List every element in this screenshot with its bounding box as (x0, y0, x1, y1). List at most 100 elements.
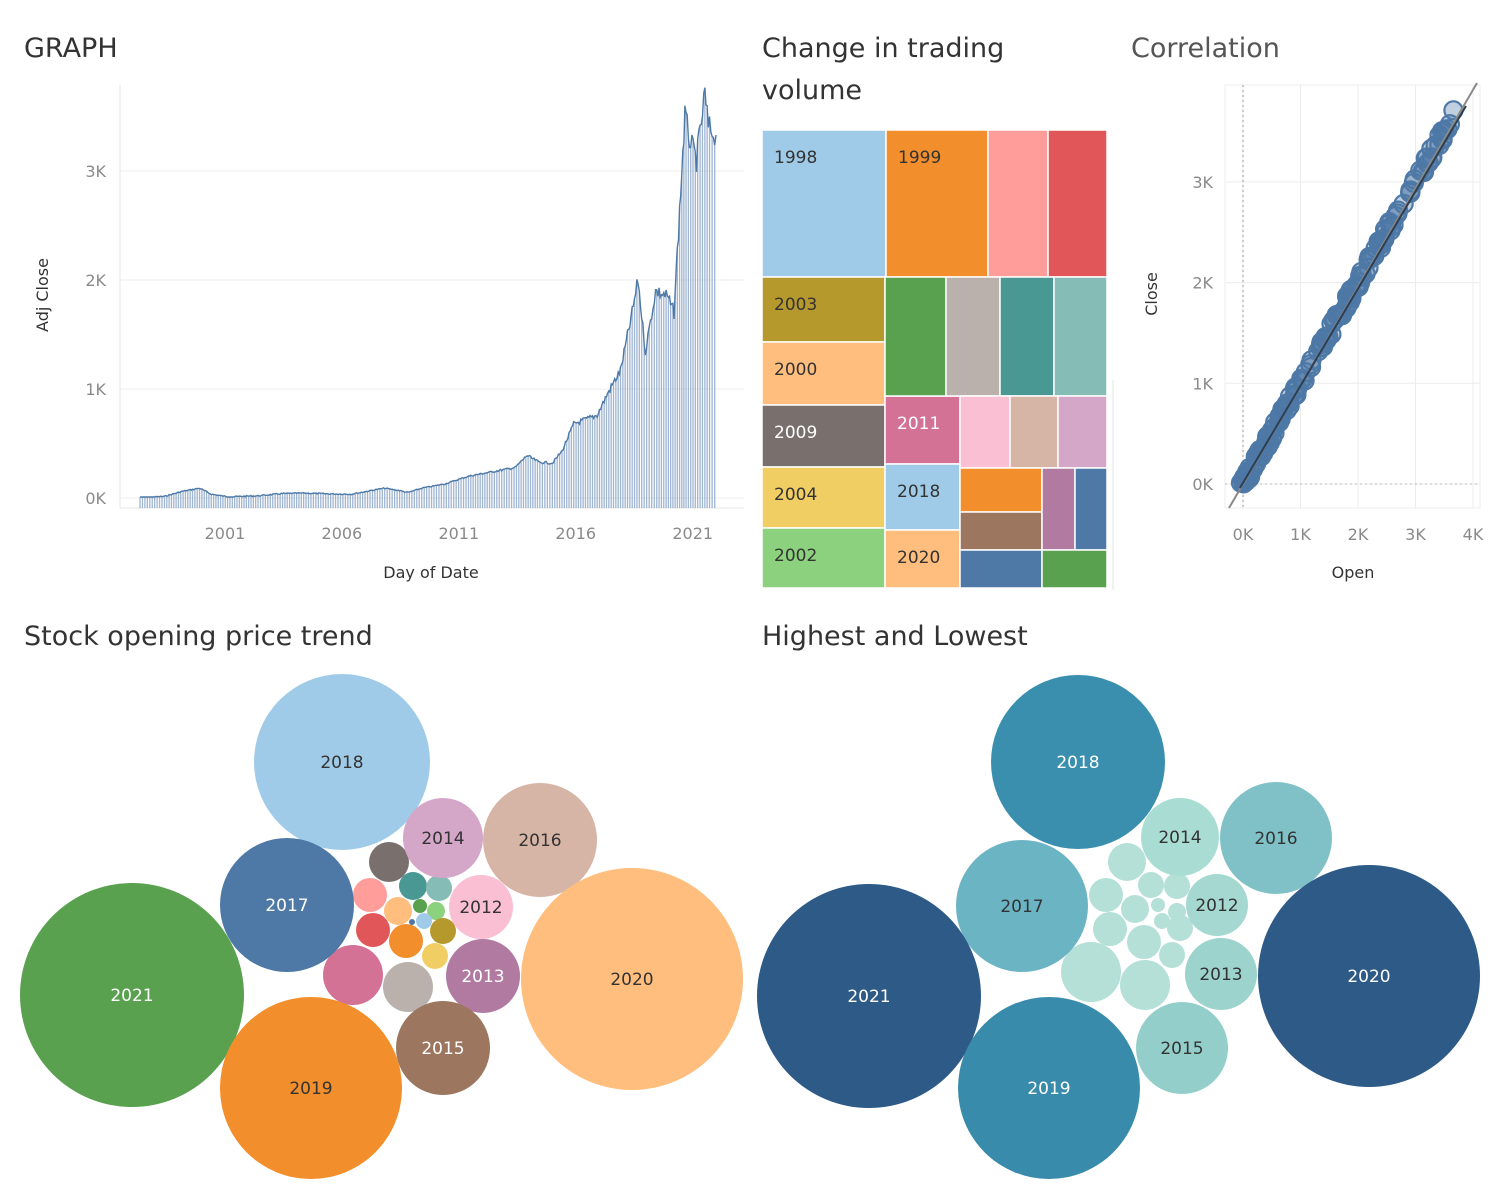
adj-close-area-chart: 0K 1K 2K 3K 2001 2006 2011 2016 2021 Day of Date A… (33, 85, 744, 582)
treemap-label-1998: 1998 (774, 148, 817, 168)
bubble-open-label-2018: 2018 (320, 753, 363, 773)
treemap-cell (1057, 395, 1108, 469)
bubble-highlow-label-2013: 2013 (1199, 965, 1242, 985)
bubble-open-2018 (254, 674, 430, 850)
treemap-label-2002: 2002 (774, 546, 817, 566)
bubble-small (1127, 925, 1161, 959)
bubble-small (1159, 942, 1185, 968)
treemap-label-2009: 2009 (774, 423, 817, 443)
treemap-label-2003: 2003 (774, 295, 817, 315)
treemap-cell-2000 (761, 341, 886, 406)
bubble-small (1120, 960, 1170, 1010)
bubble-open-label-2013: 2013 (461, 967, 504, 987)
bubble-small (369, 842, 409, 882)
y-tick-label: 3K (85, 162, 106, 181)
bubble-highlow-2013 (1185, 938, 1257, 1010)
treemap-cell (1041, 549, 1108, 589)
bubble-small (1093, 912, 1127, 946)
treemap-cell-2009 (761, 404, 886, 468)
treemap-label-1999: 1999 (898, 148, 941, 168)
bubble-small (353, 878, 387, 912)
bubble-small (1108, 843, 1146, 881)
bubble-open-label-2014: 2014 (421, 829, 464, 849)
treemap-title-line2: volume (762, 75, 863, 106)
treemap-cell-2002 (761, 527, 886, 589)
bubble-open-2016 (483, 783, 597, 897)
bubble-small (422, 943, 448, 969)
bubble-open-label-2015: 2015 (421, 1039, 464, 1059)
y-tick-label: 2K (1192, 274, 1213, 293)
bubble-small (426, 875, 452, 901)
bubble-open-2012 (449, 875, 513, 939)
y-axis-title: Adj Close (33, 258, 52, 332)
y-tick-label: 0K (1192, 475, 1213, 494)
trading-volume-treemap: 1998 1999 2003 2000 2009 2004 2002 2011 2018 2020 (761, 129, 1114, 590)
bubble-open-label-2021: 2021 (110, 986, 153, 1006)
plot-frame (1224, 84, 1481, 509)
bubble-open-2013 (446, 939, 520, 1013)
bubble-small (323, 945, 383, 1005)
bubble-open-2015 (396, 1001, 490, 1095)
bubble-open-2017 (220, 838, 354, 972)
y-axis-title: Close (1142, 272, 1161, 316)
x-tick-label: 4K (1463, 525, 1484, 544)
bubble-small (1121, 895, 1149, 923)
bubble-highlow-label-2012: 2012 (1195, 896, 1238, 916)
bubble-highlow-2019 (958, 997, 1140, 1179)
treemap-cell (987, 129, 1049, 278)
bubble-open-2014 (403, 798, 483, 878)
bubble-open-label-2019: 2019 (289, 1079, 332, 1099)
bubble-small (389, 924, 423, 958)
bubble-small (430, 918, 456, 944)
bubble-highlow-2017 (956, 840, 1088, 972)
bubble-highlow-2020 (1258, 865, 1480, 1087)
correlation-scatter-chart: 0K 1K 2K 3K 0K 1K 2K 3K 4K Open Close (1142, 82, 1484, 582)
treemap-cell-1998 (761, 129, 887, 278)
scatter-point (1284, 378, 1306, 399)
bubble-highlow-2012 (1186, 874, 1248, 936)
x-axis-title: Open (1332, 563, 1375, 582)
trend-line (1239, 105, 1467, 489)
graph-title: GRAPH (24, 33, 118, 64)
bubble-small (1154, 913, 1170, 929)
bubble-small (1167, 915, 1193, 941)
bubble-small (416, 913, 432, 929)
bubble-highlow-label-2015: 2015 (1160, 1039, 1203, 1059)
bubble-small (1089, 878, 1123, 912)
y-tick-label: 1K (1192, 374, 1213, 393)
treemap-label-2000: 2000 (774, 360, 817, 380)
bubble-highlow-label-2014: 2014 (1158, 828, 1201, 848)
bubble-small (413, 899, 427, 913)
bubble-highlow-2015 (1136, 1002, 1228, 1094)
x-tick-label: 2016 (555, 524, 596, 543)
bubble-small (384, 897, 412, 925)
bubble-small (427, 902, 445, 920)
bubble-small (1061, 942, 1121, 1002)
x-tick-label: 2K (1348, 525, 1369, 544)
treemap-cell-1999 (885, 129, 989, 278)
treemap-label-2020: 2020 (897, 548, 940, 568)
treemap-cell-2020 (884, 529, 961, 589)
bubble-small (1164, 873, 1190, 899)
treemap-label-2011: 2011 (897, 414, 940, 434)
treemap-cell (959, 395, 1011, 469)
x-tick-label: 2021 (672, 524, 713, 543)
x-axis-title: Day of Date (383, 563, 478, 582)
bubble-small (383, 962, 433, 1012)
adj-close-line (140, 87, 717, 498)
bubble-highlow-2018 (991, 675, 1165, 849)
treemap-cell-2003 (761, 276, 886, 343)
y-tick-label: 2K (85, 271, 106, 290)
bubble-highlow-label-2016: 2016 (1254, 829, 1297, 849)
bubble-highlow-label-2020: 2020 (1347, 967, 1390, 987)
bubble-highlow-2014 (1141, 798, 1219, 876)
bubble-open-label-2016: 2016 (518, 831, 561, 851)
treemap-title-line1: Change in trading (762, 33, 1005, 64)
correlation-title: Correlation (1131, 33, 1280, 64)
bubble-highlow-2016 (1220, 782, 1332, 894)
bubble-highlow-2021 (757, 884, 981, 1108)
bubble-highlow-label-2019: 2019 (1027, 1079, 1070, 1099)
bubble-small (1151, 898, 1165, 912)
y-tick-label: 0K (85, 489, 106, 508)
